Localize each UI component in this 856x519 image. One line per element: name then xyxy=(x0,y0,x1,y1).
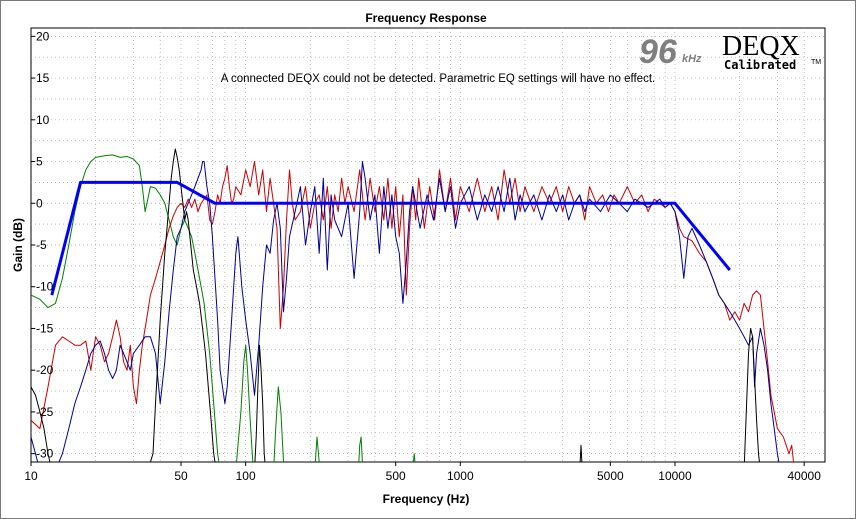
x-tick-label: 500 xyxy=(386,469,406,483)
y-tick-label: 15 xyxy=(36,71,50,85)
logo-unit: kHz xyxy=(682,53,702,65)
series-layer xyxy=(31,148,795,462)
x-tick-label: 40000 xyxy=(788,469,822,483)
y-tick-label: -5 xyxy=(36,238,47,252)
y-tick-label: 10 xyxy=(36,113,50,127)
y-tick-label: 20 xyxy=(36,29,50,43)
series-line-red xyxy=(31,161,795,462)
y-tick-label: -25 xyxy=(36,405,54,419)
x-tick-label: 5000 xyxy=(597,469,624,483)
y-tick-label: -15 xyxy=(36,321,54,335)
x-tick-label: 10 xyxy=(24,469,38,483)
y-axis-ticks: 20 15 10 5 0 -5 -10 -15 -20 -25 -30 xyxy=(31,29,54,461)
y-tick-label: 0 xyxy=(36,196,43,210)
y-tick-label: -10 xyxy=(36,280,54,294)
y-tick-label: 5 xyxy=(36,155,43,169)
x-tick-label: 1000 xyxy=(447,469,474,483)
deqx-logo: 96 kHz DEQX Calibrated TM xyxy=(639,31,821,72)
y-tick-label: -30 xyxy=(36,447,54,461)
y-tick-label: -20 xyxy=(36,363,54,377)
x-tick-label: 10000 xyxy=(658,469,692,483)
plot-area xyxy=(30,27,826,463)
series-line-green xyxy=(31,154,416,462)
connection-notice: A connected DEQX could not be detected. … xyxy=(221,73,655,85)
logo-rate: 96 xyxy=(639,33,678,71)
y-axis-label: Gain (dB) xyxy=(11,218,25,272)
logo-brand: DEQX xyxy=(722,31,800,62)
series-line-target xyxy=(50,180,731,296)
x-tick-label: 100 xyxy=(236,469,256,483)
logo-trademark: TM xyxy=(811,59,821,66)
x-axis-label: Frequency (Hz) xyxy=(383,492,470,506)
series-line-black xyxy=(31,148,760,462)
x-axis-ticks: 10 50 100 500 1000 5000 10000 40000 xyxy=(24,462,821,483)
logo-tagline: Calibrated xyxy=(724,58,796,72)
grid xyxy=(31,28,825,462)
chart-title: Frequency Response xyxy=(365,11,487,25)
x-tick-label: 50 xyxy=(174,469,188,483)
